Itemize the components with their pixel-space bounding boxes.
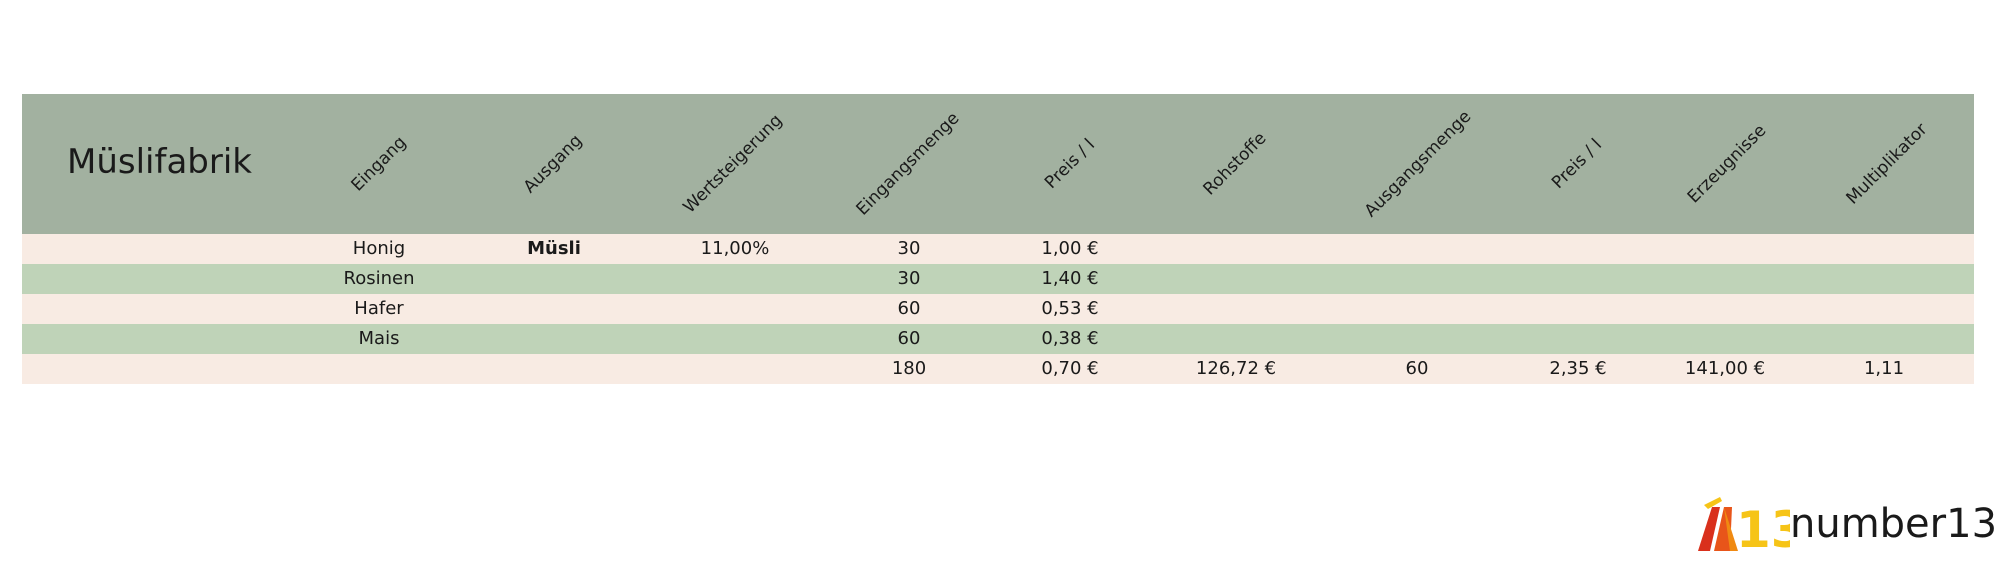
col-header-preis-out: Preis / l (1548, 135, 1606, 193)
calculation-table: Müslifabrik Eingang Ausgang Wertsteigeru… (22, 94, 1974, 384)
cell-wertsteigerung: 11,00% (700, 238, 770, 259)
cell-eingangsmenge: 60 (897, 328, 921, 349)
table-row: Mais 60 0,38 € (22, 324, 1974, 354)
cell-eingang: Honig (352, 238, 406, 259)
cell-eingangsmenge: 60 (897, 298, 921, 319)
total-ausgangsmenge: 60 (1405, 358, 1429, 379)
total-multiplikator: 1,11 (1863, 358, 1905, 379)
logo-text: number13 (1790, 501, 1998, 547)
col-header-rohstoffe: Rohstoffe (1199, 128, 1271, 200)
sheet-title: Müslifabrik (67, 142, 252, 182)
total-preis-in: 0,70 € (1041, 358, 1099, 379)
table-row: Rosinen 30 1,40 € (22, 264, 1974, 294)
col-header-erzeugnisse: Erzeugnisse (1683, 120, 1771, 208)
col-header-preis-in: Preis / l (1041, 135, 1099, 193)
total-eingangsmenge: 180 (891, 358, 927, 379)
cell-eingang: Hafer (354, 298, 404, 319)
col-header-eingangsmenge: Eingangsmenge (852, 108, 964, 220)
cell-preis-in: 0,38 € (1041, 328, 1099, 349)
table-row: Honig Müsli 11,00% 30 1,00 € (22, 234, 1974, 264)
cell-eingang: Mais (358, 328, 400, 349)
total-row: 180 0,70 € 126,72 € 60 2,35 € 141,00 € 1… (22, 354, 1974, 384)
cell-preis-in: 0,53 € (1041, 298, 1099, 319)
number13-logo: 13 number13 (1690, 495, 1997, 555)
cell-preis-in: 1,00 € (1041, 238, 1099, 259)
col-header-wertsteigerung: Wertsteigerung (679, 110, 787, 218)
logo-mark-icon: 13 (1698, 497, 1790, 555)
header-band: Müslifabrik Eingang Ausgang Wertsteigeru… (22, 94, 1974, 234)
total-preis-out: 2,35 € (1549, 358, 1607, 379)
total-erzeugnisse: 141,00 € (1684, 358, 1766, 379)
logo-mark-text: 13 (1736, 501, 1790, 555)
col-header-eingang: Eingang (347, 132, 411, 196)
cell-eingangsmenge: 30 (897, 238, 921, 259)
col-header-multiplikator: Multiplikator (1842, 119, 1932, 209)
col-header-ausgangsmenge: Ausgangsmenge (1360, 106, 1476, 222)
cell-eingang: Rosinen (343, 268, 415, 289)
cell-ausgang: Müsli (527, 238, 581, 259)
total-rohstoffe: 126,72 € (1195, 358, 1277, 379)
table-row: Hafer 60 0,53 € (22, 294, 1974, 324)
col-header-ausgang: Ausgang (519, 130, 587, 198)
cell-preis-in: 1,40 € (1041, 268, 1099, 289)
cell-eingangsmenge: 30 (897, 268, 921, 289)
